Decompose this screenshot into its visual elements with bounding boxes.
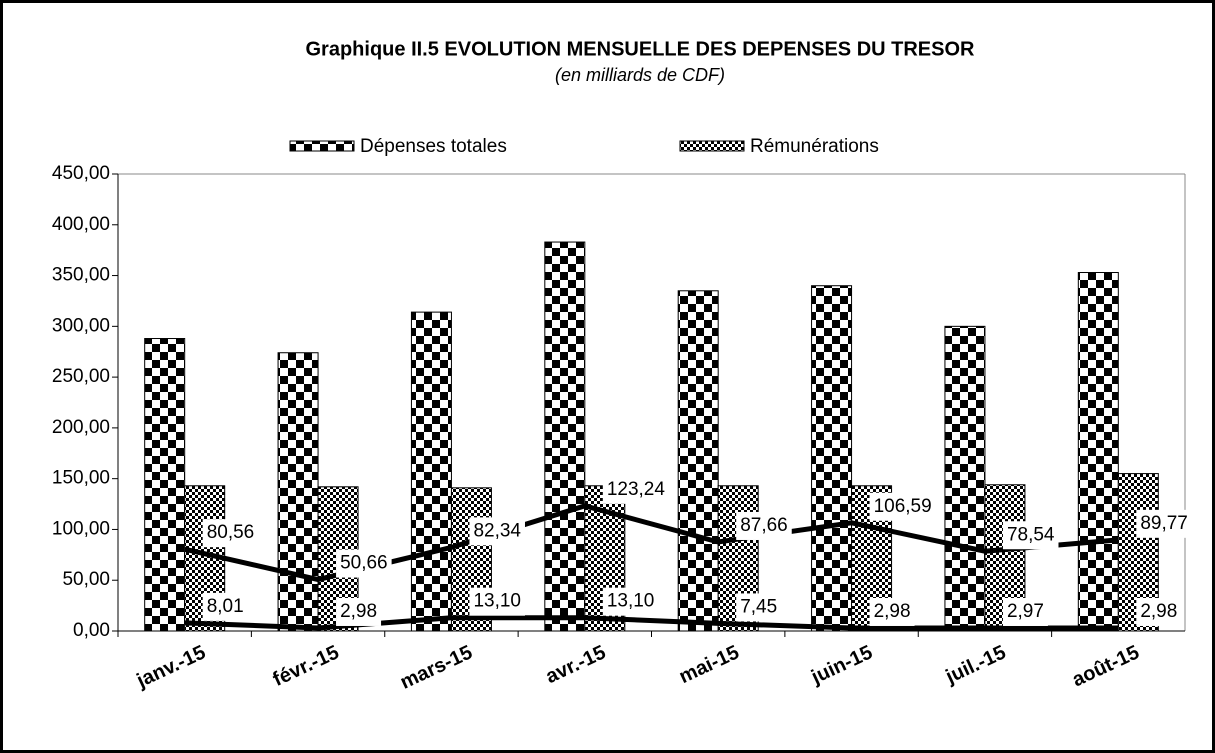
data-label: 87,66 <box>740 515 788 536</box>
data-label: 7,45 <box>740 596 777 617</box>
label-bg <box>202 592 248 621</box>
bar <box>677 290 719 632</box>
label-bg <box>736 511 792 540</box>
label-bg <box>1002 597 1048 626</box>
data-label: 50,66 <box>340 553 388 574</box>
line <box>184 615 1119 631</box>
legend-swatch <box>289 140 355 152</box>
y-tick-label: 100,00 <box>52 518 110 539</box>
label-bg <box>1002 521 1059 550</box>
label-bg <box>202 519 259 548</box>
label-bg <box>1136 509 1192 538</box>
data-label: 8,01 <box>207 596 244 617</box>
label-bg <box>336 549 392 578</box>
data-label: 13,10 <box>473 591 521 612</box>
y-tick-label: 400,00 <box>52 214 110 235</box>
y-tick-label: 250,00 <box>52 366 110 387</box>
label-bg <box>469 517 525 546</box>
data-label: 82,34 <box>473 520 521 541</box>
data-label: 2,98 <box>340 601 377 622</box>
y-tick-label: 0,00 <box>73 620 110 641</box>
data-label: 2,98 <box>1140 601 1177 622</box>
label-bg <box>869 597 915 626</box>
legend-swatch <box>679 140 745 152</box>
label-bg <box>1136 597 1182 626</box>
y-tick-label: 450,00 <box>52 163 110 184</box>
label-bg <box>869 492 936 521</box>
data-label: 123,24 <box>607 479 666 500</box>
data-label: 78,54 <box>1007 524 1055 545</box>
bar <box>944 325 986 632</box>
chart-title: Graphique II.5 EVOLUTION MENSUELLE DES D… <box>306 38 976 60</box>
data-label: 106,59 <box>874 496 932 517</box>
legend-label: Dépenses totales <box>360 136 507 157</box>
bar <box>410 311 452 632</box>
bar <box>811 285 853 632</box>
data-label: 2,98 <box>874 601 911 622</box>
data-label: 13,10 <box>607 591 655 612</box>
data-label: 89,77 <box>1140 513 1188 534</box>
y-tick-label: 300,00 <box>52 315 110 336</box>
bar <box>277 352 319 632</box>
label-bg <box>736 593 782 622</box>
label-bg <box>602 587 659 616</box>
chart-subtitle: (en milliards de CDF) <box>555 65 725 85</box>
bar <box>1077 272 1119 632</box>
y-tick-label: 200,00 <box>52 417 110 438</box>
bar <box>544 241 586 632</box>
legend-label: Rémunérations <box>750 136 879 157</box>
data-label: 80,56 <box>207 522 255 543</box>
bar <box>144 338 186 632</box>
label-bg <box>336 597 382 626</box>
label-bg <box>469 587 525 616</box>
y-tick-label: 350,00 <box>52 265 110 286</box>
y-tick-label: 50,00 <box>62 569 110 590</box>
y-tick-label: 150,00 <box>52 468 110 489</box>
data-label: 2,97 <box>1007 601 1044 622</box>
label-bg <box>602 475 669 504</box>
